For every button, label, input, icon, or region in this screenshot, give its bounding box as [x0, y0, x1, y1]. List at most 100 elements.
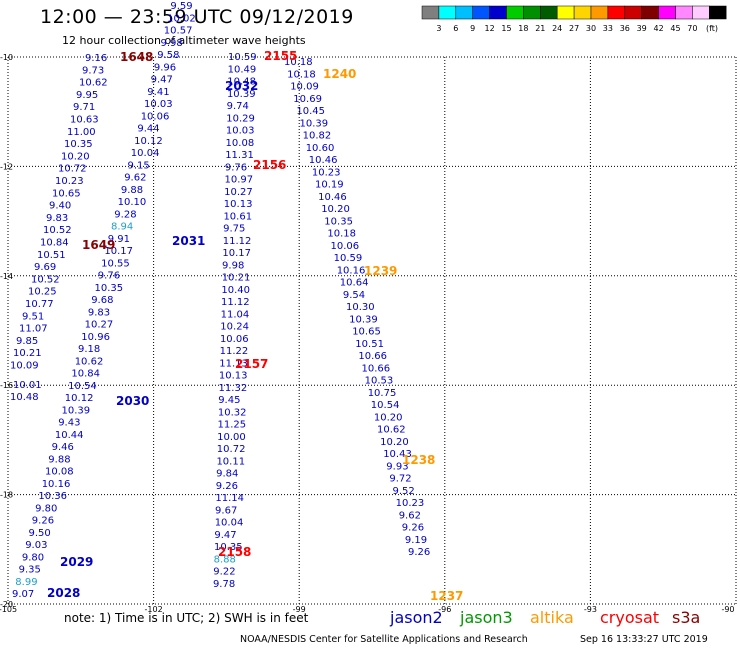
- swh-value: 8.94: [111, 222, 133, 233]
- wave-height-observations: 9.169.7310.629.959.7110.6311.0010.3510.2…: [10, 1, 430, 600]
- swh-value: 10.39: [62, 405, 91, 416]
- swh-value: 9.51: [22, 311, 44, 322]
- swh-value: 10.44: [55, 430, 84, 441]
- swh-value: 9.03: [25, 540, 47, 551]
- swh-value: 9.69: [34, 262, 56, 273]
- swh-value: 10.03: [226, 126, 255, 137]
- swh-value: 10.61: [223, 211, 252, 222]
- satellite-label-jason2: jason2: [390, 608, 443, 627]
- swh-value: 10.55: [101, 258, 130, 269]
- swh-value: 10.82: [303, 131, 332, 142]
- swh-value: 10.09: [10, 361, 39, 372]
- legend-label: 27: [569, 24, 579, 33]
- swh-value: 10.18: [284, 57, 313, 68]
- lon-tick-label: -96: [438, 605, 451, 614]
- swh-value: 10.52: [43, 225, 72, 236]
- pass-number-label: 1237: [430, 589, 463, 603]
- legend-swatch: [523, 5, 541, 20]
- swh-value: 11.00: [67, 127, 96, 138]
- swh-value: 10.75: [368, 388, 397, 399]
- swh-value: 9.62: [399, 510, 421, 521]
- pass-labels: 1648 1649 2028 2029 2030 2031 2155 2032 2156 2157…: [47, 49, 463, 603]
- swh-value: 9.62: [124, 173, 146, 184]
- lon-tick-label: -105: [0, 605, 17, 614]
- swh-value: 10.69: [293, 94, 322, 105]
- swh-value: 10.00: [217, 432, 246, 443]
- swh-value: 10.62: [75, 356, 104, 367]
- swh-value: 10.35: [95, 283, 124, 294]
- swh-value: 10.60: [306, 143, 335, 154]
- legend-label: 70: [687, 24, 697, 33]
- swh-value: 10.54: [371, 400, 400, 411]
- swh-value: 10.35: [64, 139, 93, 150]
- swh-value: 10.27: [224, 187, 253, 198]
- swh-value: 9.19: [405, 535, 427, 546]
- lat-tick-label: -16: [0, 381, 13, 390]
- swh-value: 10.20: [380, 437, 409, 448]
- swh-value: 10.52: [31, 274, 60, 285]
- swh-value: 10.39: [349, 314, 378, 325]
- map-title: 12:00 — 23:59 UTC 09/12/2019: [40, 6, 354, 28]
- legend-swatch: [658, 5, 676, 20]
- swh-value: 10.35: [214, 542, 243, 553]
- legend-swatch: [607, 5, 626, 20]
- swh-value: 10.23: [55, 176, 84, 187]
- swh-value: 10.65: [52, 188, 81, 199]
- swh-value: 10.62: [377, 425, 406, 436]
- pass-number-label: 2032: [225, 79, 258, 93]
- swh-value: 9.96: [154, 62, 176, 73]
- swh-value: 10.13: [224, 199, 253, 210]
- swh-value: 10.23: [396, 498, 425, 509]
- swh-value: 9.35: [19, 565, 41, 576]
- legend-swatch: [709, 5, 727, 20]
- swh-value: 10.16: [42, 479, 71, 490]
- swh-value: 10.09: [290, 82, 319, 93]
- pass-number-label: 2156: [253, 158, 286, 172]
- satellite-label-altika: altika: [530, 608, 574, 627]
- swh-value: 9.76: [98, 271, 120, 282]
- pass-number-label: 2157: [235, 357, 268, 371]
- swh-value: 10.62: [79, 78, 108, 89]
- legend-swatch: [421, 5, 440, 20]
- lat-tick-label: -12: [0, 162, 13, 171]
- legend-label: 36: [620, 24, 630, 33]
- swh-value: 9.75: [223, 224, 245, 235]
- map-subtitle: 12 hour collection of altimeter wave hei…: [62, 34, 306, 47]
- swh-value: 11.32: [219, 383, 248, 394]
- swh-value: 10.51: [355, 339, 384, 350]
- swh-value: 10.06: [220, 334, 249, 345]
- legend-swatch: [506, 5, 524, 20]
- swh-value: 9.83: [88, 307, 110, 318]
- swh-value: 10.66: [358, 351, 387, 362]
- legend-label: 6: [453, 24, 458, 33]
- swh-value: 9.78: [213, 579, 235, 590]
- swh-value: 9.22: [213, 567, 235, 578]
- swh-value: 9.47: [214, 530, 236, 541]
- swh-value: 9.98: [161, 38, 183, 49]
- swh-value: 10.63: [70, 115, 99, 126]
- swh-value: 10.17: [104, 246, 133, 257]
- legend-label: 18: [518, 24, 528, 33]
- swh-value: 11.14: [215, 493, 244, 504]
- swh-value: 9.84: [216, 469, 238, 480]
- swh-value: 10.48: [227, 77, 256, 88]
- swh-value: 9.71: [73, 102, 95, 113]
- swh-value: 11.07: [19, 324, 48, 335]
- pass-number-label: 2158: [218, 545, 251, 559]
- swh-value: 10.66: [362, 363, 391, 374]
- swh-value: 10.02: [167, 13, 196, 24]
- swh-value: 10.97: [225, 175, 254, 186]
- swh-value: 10.36: [38, 491, 67, 502]
- pass-number-label: 2030: [116, 394, 149, 408]
- swh-value: 9.26: [216, 481, 238, 492]
- pass-number-label: 1238: [402, 453, 435, 467]
- pass-number-label: 1240: [323, 67, 356, 81]
- swh-value: 11.22: [220, 346, 249, 357]
- footnote: note: 1) Time is in UTC; 2) SWH is in fe…: [64, 611, 309, 625]
- swh-value: 9.83: [46, 213, 68, 224]
- swh-value: 10.17: [222, 248, 251, 259]
- swh-value: 10.40: [221, 285, 250, 296]
- swh-value: 10.65: [352, 327, 381, 338]
- swh-value: 10.04: [131, 148, 160, 159]
- swh-value: 9.40: [49, 201, 71, 212]
